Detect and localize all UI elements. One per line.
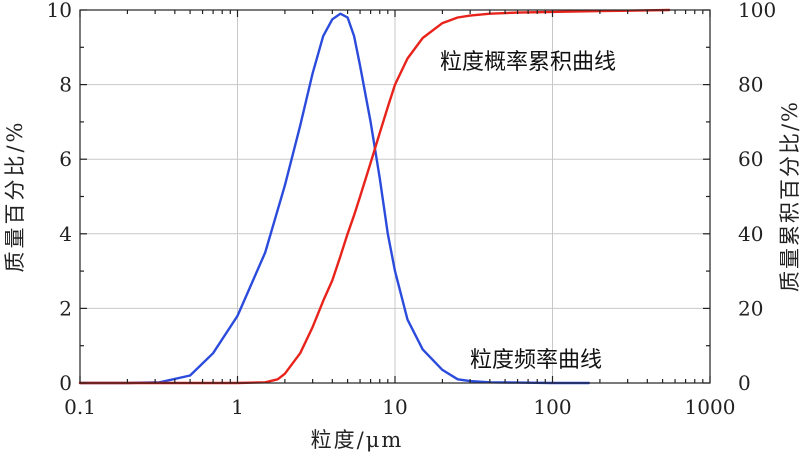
y-left-tick-label: 8 (59, 73, 72, 97)
y-left-tick-label: 2 (59, 296, 72, 320)
frequency-curve-label: 粒度频率曲线 (470, 348, 602, 373)
x-tick-label: 0.1 (64, 395, 96, 419)
y-left-tick-label: 6 (59, 147, 72, 171)
x-tick-label: 100 (533, 395, 571, 419)
y-left-tick-label: 10 (47, 0, 72, 22)
y-right-tick-label: 20 (738, 296, 763, 320)
x-tick-label: 1000 (685, 395, 736, 419)
x-tick-label: 1 (231, 395, 244, 419)
y-right-axis-label: 质量累积百分比/% (778, 100, 800, 292)
y-left-axis-label: 质量百分比/% (3, 119, 27, 272)
y-right-tick-label: 0 (738, 371, 751, 395)
y-left-tick-label: 0 (59, 371, 72, 395)
series-layer (78, 8, 671, 385)
y-right-tick-label: 40 (738, 222, 763, 246)
y-left-tick-label: 4 (59, 222, 72, 246)
y-right-tick-label: 60 (738, 147, 763, 171)
y-right-tick-label: 100 (738, 0, 776, 22)
x-tick-label: 10 (382, 395, 407, 419)
x-axis-label: 粒度/μm (311, 428, 404, 452)
frequency-curve (78, 12, 590, 385)
cumulative-curve (78, 8, 671, 385)
cumulative-curve-label: 粒度概率累积曲线 (440, 50, 616, 75)
y-right-tick-label: 80 (738, 73, 763, 97)
